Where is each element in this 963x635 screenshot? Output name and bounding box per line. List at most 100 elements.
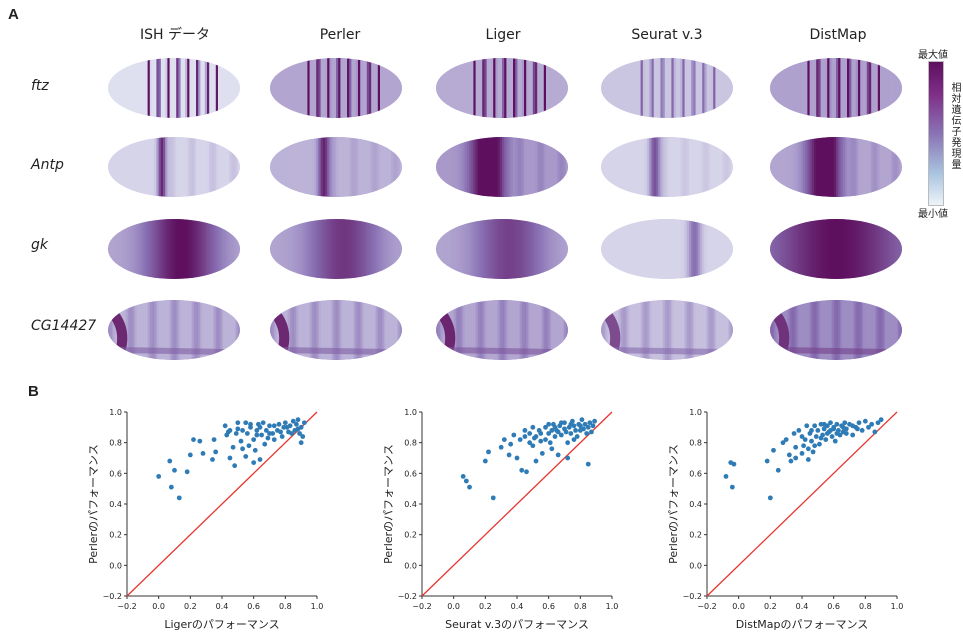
scatter-point	[585, 461, 591, 467]
scatter-point	[832, 438, 838, 444]
scatter-point	[168, 484, 174, 490]
scatter-point	[290, 418, 296, 424]
scatter-point	[298, 440, 304, 446]
x-tick-label: 0.8	[279, 602, 292, 611]
scatter-point	[824, 431, 830, 436]
scatter-point	[834, 421, 840, 427]
scatter-point	[498, 444, 504, 450]
scatter-point	[812, 423, 818, 429]
embryo-gk-3	[601, 219, 733, 279]
scatter-point	[571, 437, 577, 442]
method-label-distmap: DistMap	[809, 27, 867, 43]
scatter-point	[771, 447, 776, 453]
scatter-point	[246, 443, 252, 449]
scatter-point	[799, 434, 805, 439]
method-label-liger: Liger	[485, 27, 521, 43]
x-tick-label: 1.0	[311, 602, 324, 611]
scatter-point	[834, 431, 840, 436]
scatter-point	[788, 458, 794, 464]
embryo-Antp-0	[108, 137, 240, 197]
scatter-point	[796, 428, 802, 433]
scatter-point	[731, 461, 737, 467]
scatter-point	[878, 417, 884, 423]
embryo-Antp-3	[601, 137, 733, 197]
scatter-point	[511, 432, 517, 438]
scatter-point	[514, 455, 520, 461]
x-tick-label: 0.4	[796, 602, 809, 611]
scatter-point	[810, 449, 816, 455]
x-tick-label: −0.2	[412, 602, 431, 611]
embryo-ftz-2	[436, 58, 568, 118]
scatter-point	[538, 431, 544, 436]
diagonal-line	[421, 411, 613, 597]
scatter-point	[828, 428, 833, 433]
scatter-point	[562, 426, 567, 432]
scatter-point	[793, 455, 799, 461]
scatter-point	[549, 428, 555, 433]
scatter-point	[533, 434, 539, 439]
y-axis-label: Perlerのパフォーマンス	[667, 444, 680, 564]
scatter-point	[585, 424, 591, 430]
scatter-point	[729, 484, 735, 490]
scatter-point	[817, 441, 822, 447]
embryo-CG14427-0	[108, 300, 240, 360]
y-axis-label: Perlerのパフォーマンス	[382, 444, 395, 564]
gene-label-cg14427: CG14427	[31, 318, 97, 334]
scatter-point	[300, 434, 306, 439]
scatter-point	[843, 431, 849, 436]
x-tick-label: 0.6	[827, 602, 840, 611]
scatter-point	[238, 438, 244, 444]
scatter-point	[230, 444, 236, 450]
scatter-point	[254, 428, 260, 433]
scatter-point	[549, 446, 555, 452]
colorbar-min-label: 最小値	[918, 209, 948, 220]
colorbar-title: 相対遺伝子発現量	[949, 82, 960, 170]
scatter-point	[463, 478, 469, 484]
embryo-gk-0	[108, 219, 240, 279]
scatter-point	[271, 423, 277, 429]
scatter-point	[224, 432, 230, 438]
scatter-point	[581, 426, 586, 432]
scatter-point	[802, 437, 808, 442]
scatter-point	[546, 431, 552, 436]
scatter-point	[240, 446, 245, 452]
gene-label-gk: gk	[31, 237, 48, 253]
scatter-point	[815, 428, 821, 433]
scatter-point	[227, 428, 233, 433]
scatter-point	[490, 495, 496, 501]
y-tick-label: 0.6	[689, 469, 702, 478]
panel-letter-b: B	[28, 383, 39, 400]
scatter-point	[233, 431, 239, 436]
scatter-point	[764, 458, 770, 464]
scatter-point	[527, 431, 533, 436]
scatter-point	[809, 438, 814, 444]
x-tick-label: 0.0	[732, 602, 745, 611]
scatter-point	[530, 424, 536, 430]
scatter-point	[517, 437, 523, 442]
scatter-point	[522, 428, 528, 433]
embryo-image-grid	[108, 58, 902, 360]
method-label-perler: Perler	[319, 27, 361, 43]
scatter-point	[289, 431, 295, 436]
scatter-point	[211, 437, 217, 442]
scatter-point	[508, 441, 514, 447]
x-tick-label: −0.2	[697, 602, 716, 611]
scatter-point	[267, 423, 272, 429]
scatter-point	[823, 437, 829, 442]
scatter-point	[859, 428, 865, 433]
scatter-point	[875, 420, 881, 426]
scatter-point	[793, 444, 799, 450]
scatter-point	[767, 495, 773, 501]
x-tick-label: 0.8	[574, 602, 587, 611]
scatter-point	[156, 474, 162, 479]
embryo-CG14427-4	[770, 300, 902, 360]
scatter-point	[568, 421, 574, 427]
scatter-point	[279, 434, 285, 439]
scatter-point	[187, 452, 193, 458]
scatter-point	[276, 421, 282, 427]
scatter-point	[582, 421, 588, 427]
y-tick-label: −0.2	[103, 592, 122, 601]
scatter-point	[240, 428, 245, 433]
scatter-point	[547, 440, 553, 446]
scatter-point	[855, 426, 860, 432]
